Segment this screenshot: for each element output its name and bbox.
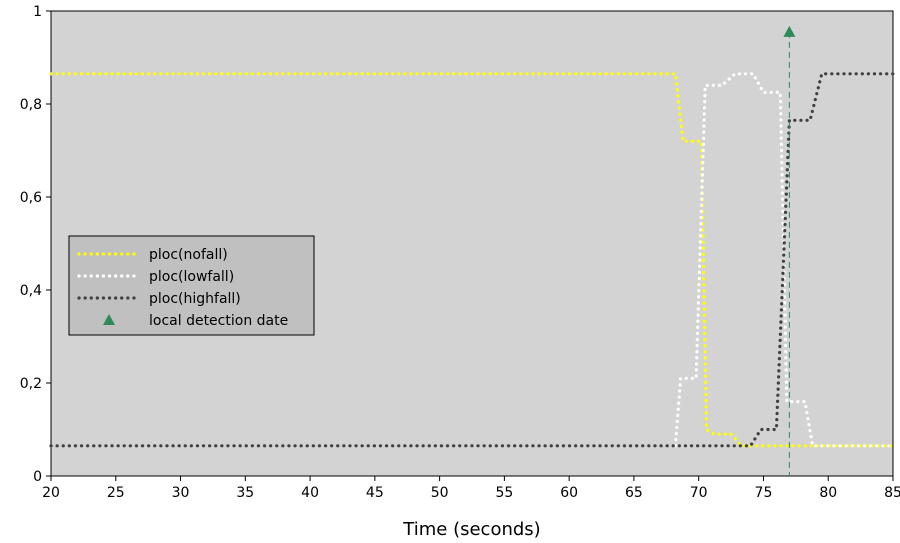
series-line-1 — [49, 72, 895, 448]
legend-marker-swatch — [103, 314, 115, 325]
y-tick-label: 0,8 — [20, 97, 42, 113]
y-tick-label: 0,4 — [20, 283, 42, 299]
marker-layer — [783, 25, 796, 476]
y-tick-label: 0 — [33, 469, 42, 485]
detection-marker — [783, 25, 796, 37]
x-tick-label: 75 — [755, 485, 773, 501]
x-tick-label: 40 — [301, 485, 319, 501]
x-tick-label: 80 — [819, 485, 837, 501]
axes: 20 25 30 35 40 45 50 55 60 65 70 75 80 85 0 0,2 0,4 0,6 0,… — [20, 4, 900, 501]
x-tick-label: 35 — [236, 485, 254, 501]
x-tick-label: 60 — [560, 485, 578, 501]
series-line-3 — [49, 72, 895, 448]
series-line-2 — [673, 72, 895, 448]
x-tick-label: 85 — [884, 485, 900, 501]
x-tick-label: 55 — [495, 485, 513, 501]
x-tick-label: 70 — [690, 485, 708, 501]
legend: ploc(nofall) ploc(lowfall) ploc(highfall) l… — [68, 235, 315, 336]
x-axis-title: Time (seconds) — [402, 519, 540, 540]
x-tick-label: 65 — [625, 485, 643, 501]
y-tick-label: 0,2 — [20, 376, 42, 392]
legend-label-4: local detection date — [149, 313, 288, 329]
x-tick-label: 45 — [366, 485, 384, 501]
x-tick-label: 30 — [172, 485, 190, 501]
x-tick-label: 25 — [107, 485, 125, 501]
x-tick-label: 50 — [431, 485, 449, 501]
legend-label-1: ploc(nofall) — [149, 247, 228, 263]
series-layer — [49, 72, 895, 448]
legend-label-3: ploc(highfall) — [149, 291, 241, 307]
y-tick-label: 0,6 — [20, 190, 42, 206]
legend-label-2: ploc(lowfall) — [149, 269, 234, 285]
x-tick-label: 20 — [42, 485, 60, 501]
y-tick-label: 1 — [33, 4, 42, 20]
